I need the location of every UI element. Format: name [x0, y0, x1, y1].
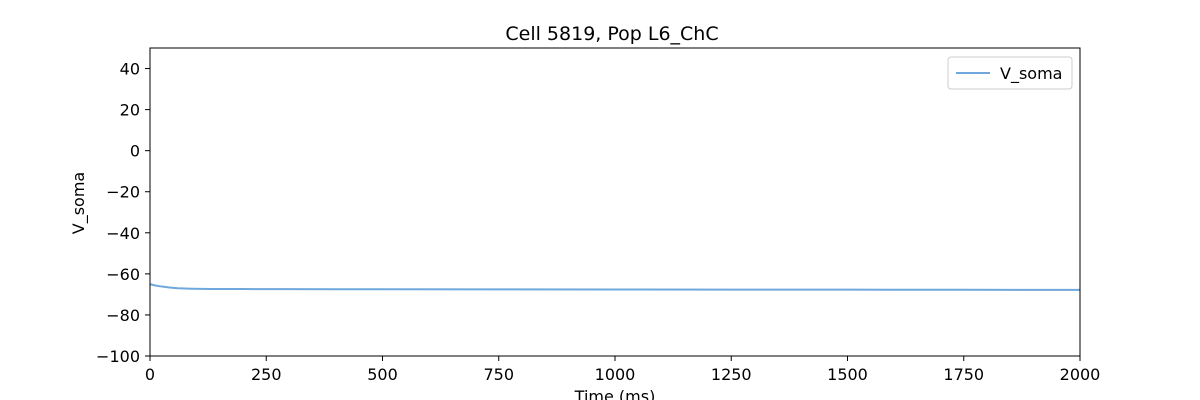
chart-title: Cell 5819, Pop L6_ChC — [505, 23, 718, 45]
x-tick-label: 750 — [483, 365, 514, 384]
x-tick-label: 1250 — [711, 365, 752, 384]
y-tick-label: 0 — [130, 142, 140, 161]
legend-box — [947, 56, 1073, 90]
x-tick-label: 1000 — [595, 365, 636, 384]
y-tick-label: −80 — [106, 306, 140, 325]
y-tick-label: −100 — [96, 347, 140, 366]
x-tick-label: 250 — [251, 365, 282, 384]
x-tick-label: 1500 — [827, 365, 868, 384]
y-axis: −100 −80 −60 −40 −20 0 20 40 — [96, 60, 150, 366]
legend: V_soma — [947, 56, 1073, 90]
y-tick-label: −40 — [106, 224, 140, 243]
x-tick-label: 0 — [145, 365, 155, 384]
plot-frame — [149, 47, 1081, 357]
x-axis-label: Time (ms) — [574, 387, 656, 400]
y-axis-label: V_soma — [69, 172, 89, 234]
x-tick-label: 2000 — [1060, 365, 1101, 384]
plot-area — [149, 47, 1081, 357]
y-tick-label: 20 — [120, 101, 140, 120]
y-tick-label: 40 — [120, 60, 140, 79]
y-tick-label: −20 — [106, 183, 140, 202]
x-tick-label: 1750 — [943, 365, 984, 384]
y-tick-label: −60 — [106, 265, 140, 284]
series-line-0 — [149, 283, 1081, 291]
x-axis: 0 250 500 750 1000 1250 1500 1750 2000 — [145, 356, 1100, 384]
x-tick-label: 500 — [367, 365, 398, 384]
legend-label: V_soma — [1000, 64, 1062, 84]
